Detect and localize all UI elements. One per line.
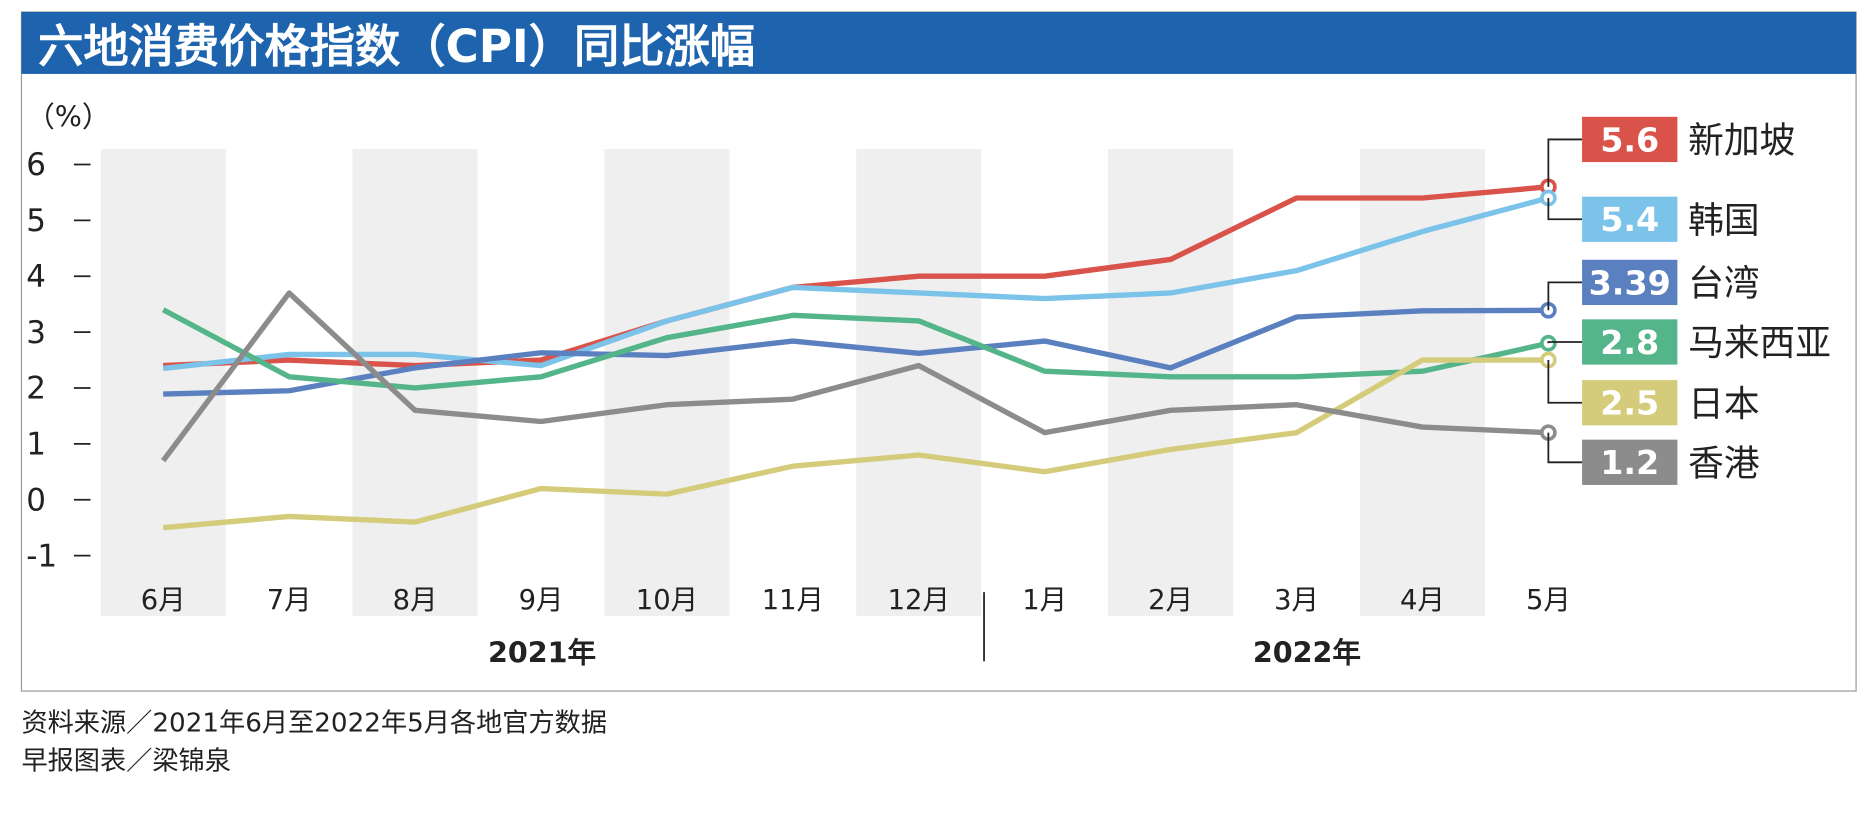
legend-value: 1.2 <box>1600 443 1659 482</box>
legend-name: 马来西亚 <box>1688 323 1831 364</box>
x-tick-label: 1月 <box>1022 585 1067 616</box>
column-stripe <box>1108 148 1234 616</box>
x-axis: 6月 7月 8月 9月 10月 11月 12月 1月 2月 3月 4月 5月 <box>141 585 1571 616</box>
title-bar <box>21 11 1857 74</box>
column-stripe <box>100 148 226 616</box>
series-line-0 <box>163 184 1549 369</box>
x-tick-label: 4月 <box>1400 585 1445 616</box>
x-tick-label: 5月 <box>1526 585 1571 616</box>
legend-value-box <box>1582 259 1678 306</box>
legend-name: 香港 <box>1688 443 1759 484</box>
legend-connector <box>1547 281 1583 311</box>
x-tick-label: 10月 <box>636 585 698 616</box>
series-line-5 <box>161 290 1549 463</box>
x-tick-label: 12月 <box>888 585 950 616</box>
x-tick-label: 3月 <box>1274 585 1319 616</box>
legend-name: 韩国 <box>1688 200 1759 241</box>
x-tick-label: 9月 <box>519 585 564 616</box>
chart-title: 六地消费价格指数（CPI）同比涨幅 <box>38 20 755 73</box>
legend-value: 5.4 <box>1600 200 1659 239</box>
legend-value-box <box>1582 319 1678 365</box>
legend-name: 新加坡 <box>1688 121 1795 162</box>
x-tick-label: 2月 <box>1148 585 1193 616</box>
y-tick-label: 1 <box>26 427 46 463</box>
legend-value: 2.5 <box>1600 384 1659 423</box>
source-note: 资料来源／2021年6月至2022年5月各地官方数据 <box>21 709 607 739</box>
y-tick-label: 5 <box>26 203 46 239</box>
y-tick-label: 6 <box>26 147 46 183</box>
series-line-1 <box>162 195 1550 372</box>
legend-value: 2.8 <box>1600 323 1659 362</box>
y-tick-label: 0 <box>26 482 46 518</box>
y-axis-unit: （%） <box>26 99 110 133</box>
legend-name: 日本 <box>1688 384 1759 425</box>
legend-connector <box>1547 341 1583 344</box>
legend-value: 3.39 <box>1589 263 1671 302</box>
column-stripe <box>856 148 982 616</box>
year-label-2021: 2021年 <box>488 635 596 669</box>
y-tick-label: 4 <box>26 259 46 295</box>
legend-connector <box>1547 432 1583 464</box>
legend-value-box <box>1582 196 1678 242</box>
series-line-3 <box>161 307 1549 391</box>
column-stripe <box>604 148 730 616</box>
legend-value-box <box>1582 439 1678 485</box>
legend-name: 台湾 <box>1688 264 1759 305</box>
x-tick-label: 7月 <box>267 585 312 616</box>
legend-connector <box>1547 197 1583 221</box>
legend-value-box <box>1582 116 1678 163</box>
year-label-2022: 2022年 <box>1253 635 1361 669</box>
y-axis: 6 5 4 3 2 1 0 -1 <box>26 147 91 574</box>
credit-note: 早报图表／梁锦泉 <box>21 747 231 777</box>
y-tick-label: -1 <box>26 538 57 574</box>
series-line-2 <box>163 307 1549 397</box>
legend-connector <box>1547 360 1583 404</box>
legend-connector <box>1547 138 1583 187</box>
x-tick-label: 11月 <box>762 585 824 616</box>
y-tick-label: 3 <box>26 315 46 351</box>
series-lines <box>161 178 1557 531</box>
y-tick-label: 2 <box>26 371 46 407</box>
legend-value: 5.6 <box>1600 120 1659 159</box>
x-tick-label: 8月 <box>393 585 438 616</box>
series-line-4 <box>162 357 1549 531</box>
legend: 5.6 新加坡 5.4 韩国 3.39 台湾 2.8 马来西亚 2.5 日本 1.2 香港 <box>1547 116 1831 485</box>
x-tick-label: 6月 <box>141 585 186 616</box>
legend-value-box <box>1582 380 1678 426</box>
